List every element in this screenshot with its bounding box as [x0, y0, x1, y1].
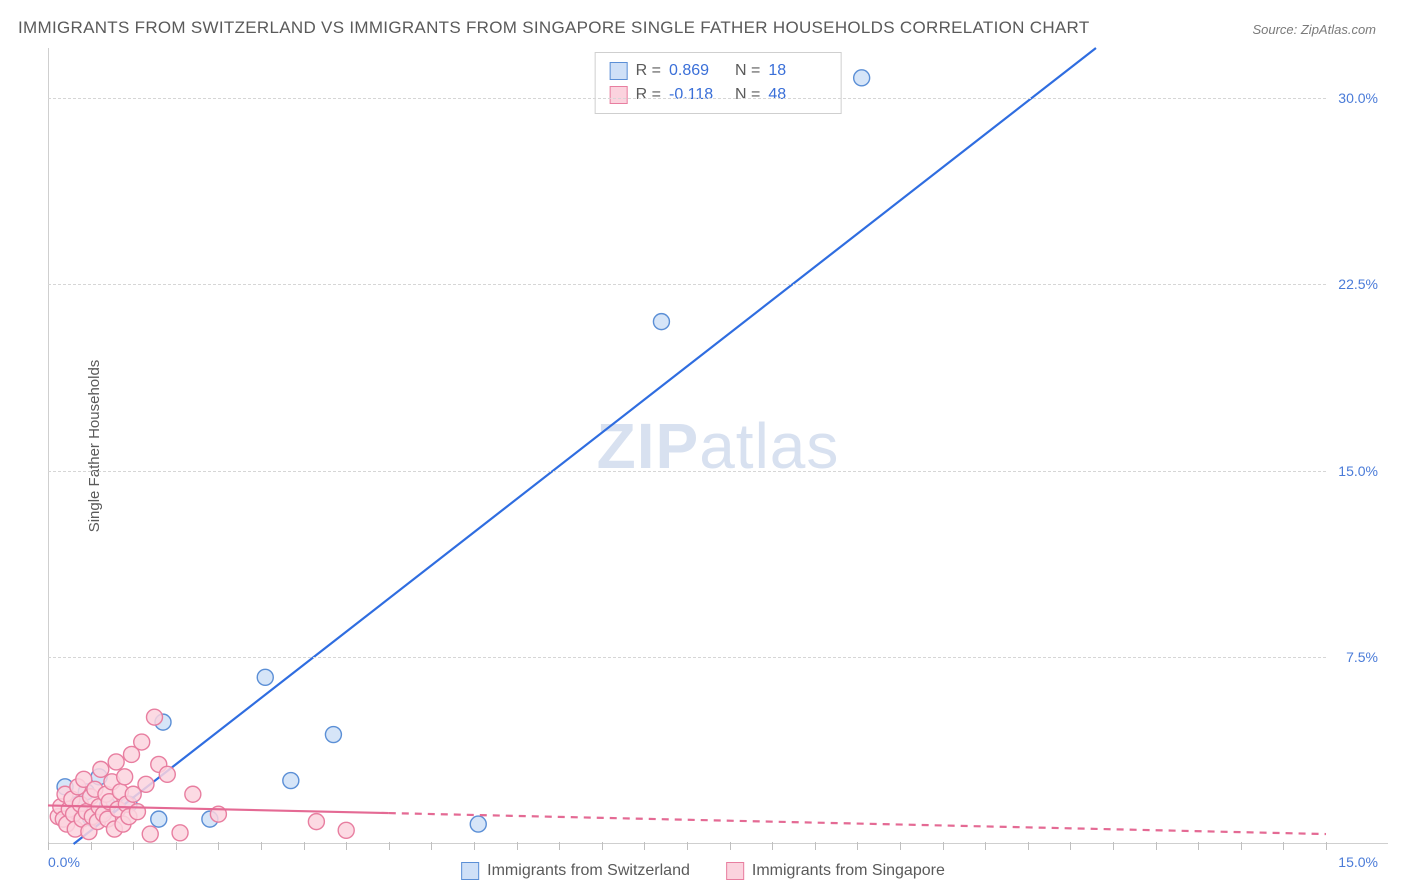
grid-line — [48, 657, 1326, 658]
chart-plot-area: ZIPatlas R = 0.869 N = 18 R = -0.118 N =… — [48, 48, 1388, 844]
x-tick — [644, 842, 645, 850]
data-point-singapore — [108, 754, 124, 770]
x-tick — [1156, 842, 1157, 850]
grid-line — [48, 471, 1326, 472]
data-point-singapore — [172, 825, 188, 841]
data-point-singapore — [308, 814, 324, 830]
data-point-switzerland — [470, 816, 486, 832]
data-point-switzerland — [653, 314, 669, 330]
x-tick — [304, 842, 305, 850]
x-tick — [218, 842, 219, 850]
y-tick-label: 15.0% — [1338, 463, 1378, 479]
x-tick — [985, 842, 986, 850]
chart-title: IMMIGRANTS FROM SWITZERLAND VS IMMIGRANT… — [18, 18, 1090, 38]
regression-line-singapore — [389, 813, 1326, 834]
chart-svg — [48, 48, 1388, 844]
y-tick-label: 22.5% — [1338, 276, 1378, 292]
x-tick — [48, 842, 49, 850]
x-tick — [261, 842, 262, 850]
data-point-singapore — [117, 769, 133, 785]
y-tick-label: 7.5% — [1346, 649, 1378, 665]
x-tick — [346, 842, 347, 850]
x-tick — [815, 842, 816, 850]
swatch-icon — [461, 862, 479, 880]
x-tick — [431, 842, 432, 850]
legend-label: Immigrants from Singapore — [752, 862, 945, 880]
x-tick — [730, 842, 731, 850]
x-tick — [559, 842, 560, 850]
legend-item-switzerland: Immigrants from Switzerland — [461, 862, 690, 880]
x-tick — [1113, 842, 1114, 850]
data-point-switzerland — [283, 773, 299, 789]
data-point-switzerland — [854, 70, 870, 86]
x-tick — [176, 842, 177, 850]
y-tick-label: 30.0% — [1338, 90, 1378, 106]
x-tick — [389, 842, 390, 850]
x-tick — [1326, 842, 1327, 850]
x-tick — [772, 842, 773, 850]
x-tick — [602, 842, 603, 850]
x-tick — [943, 842, 944, 850]
grid-line — [48, 98, 1326, 99]
data-point-singapore — [134, 734, 150, 750]
data-point-singapore — [129, 804, 145, 820]
data-point-switzerland — [325, 727, 341, 743]
x-tick — [857, 842, 858, 850]
x-tick — [1070, 842, 1071, 850]
x-tick — [1028, 842, 1029, 850]
legend-label: Immigrants from Switzerland — [487, 862, 690, 880]
data-point-singapore — [93, 761, 109, 777]
x-tick — [1198, 842, 1199, 850]
x-tick — [91, 842, 92, 850]
x-tick-label: 0.0% — [48, 854, 80, 870]
regression-line-switzerland — [74, 48, 1096, 844]
data-point-singapore — [147, 709, 163, 725]
data-point-switzerland — [151, 811, 167, 827]
legend-item-singapore: Immigrants from Singapore — [726, 862, 945, 880]
x-tick — [517, 842, 518, 850]
x-tick — [1283, 842, 1284, 850]
data-point-singapore — [185, 786, 201, 802]
source-attribution: Source: ZipAtlas.com — [1252, 22, 1376, 37]
x-tick — [900, 842, 901, 850]
x-tick — [687, 842, 688, 850]
data-point-switzerland — [257, 669, 273, 685]
data-point-singapore — [138, 776, 154, 792]
legend-bottom: Immigrants from Switzerland Immigrants f… — [461, 862, 945, 880]
x-tick — [474, 842, 475, 850]
swatch-icon — [726, 862, 744, 880]
data-point-singapore — [159, 766, 175, 782]
grid-line — [48, 284, 1326, 285]
x-tick — [133, 842, 134, 850]
x-tick — [1241, 842, 1242, 850]
x-tick-label: 15.0% — [1338, 854, 1378, 870]
data-point-singapore — [338, 822, 354, 838]
data-point-singapore — [142, 826, 158, 842]
